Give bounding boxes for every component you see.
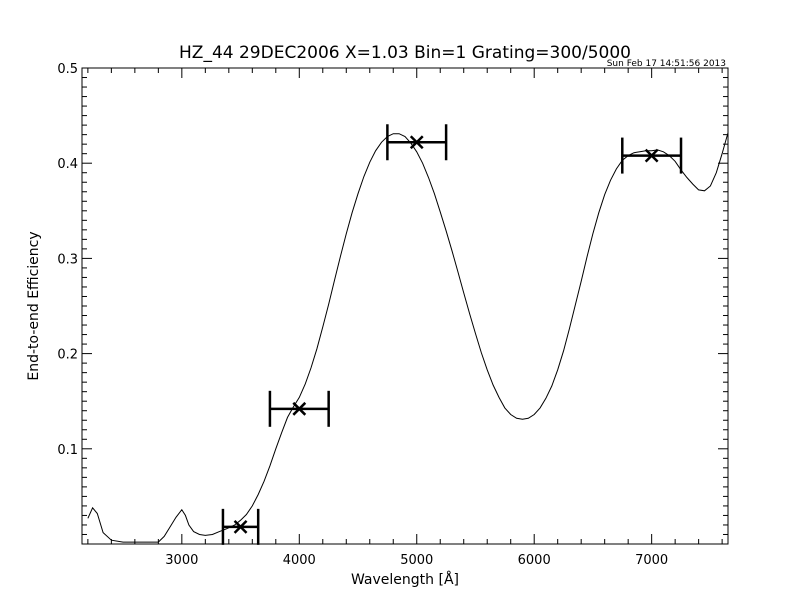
data-point xyxy=(221,508,260,545)
efficiency-curve xyxy=(87,132,728,543)
y-tick-label: 0.2 xyxy=(57,348,78,363)
x-tick-label: 7000 xyxy=(635,553,668,568)
y-tick-label: 0.4 xyxy=(57,157,78,172)
data-point xyxy=(268,390,330,427)
timestamp-label: Sun Feb 17 14:51:56 2013 xyxy=(607,59,726,69)
data-point xyxy=(621,137,683,174)
y-tick-label: 0.1 xyxy=(57,443,78,458)
point-marker xyxy=(233,519,248,534)
data-point xyxy=(386,124,448,161)
tick-labels: 3000 4000 5000 6000 7000 0.1 0.2 0.3 0.4 0.5 xyxy=(57,62,668,568)
plot-area-frame xyxy=(81,67,729,545)
point-marker xyxy=(644,148,659,163)
x-tick-label: 4000 xyxy=(283,553,316,568)
x-tick-label: 6000 xyxy=(518,553,551,568)
x-tick-label: 5000 xyxy=(400,553,433,568)
x-tick-label: 3000 xyxy=(165,553,198,568)
y-tick-label: 0.5 xyxy=(57,62,78,77)
axis-ticks xyxy=(82,67,728,544)
chart-title: HZ_44 29DEC2006 X=1.03 Bin=1 Grating=300… xyxy=(179,43,631,63)
data-series xyxy=(87,124,728,545)
point-marker xyxy=(292,401,307,416)
y-axis-label: End-to-end Efficiency xyxy=(26,231,42,380)
y-tick-label: 0.3 xyxy=(57,252,78,267)
x-axis-label: Wavelength [Å] xyxy=(351,571,459,588)
point-marker xyxy=(409,135,424,150)
